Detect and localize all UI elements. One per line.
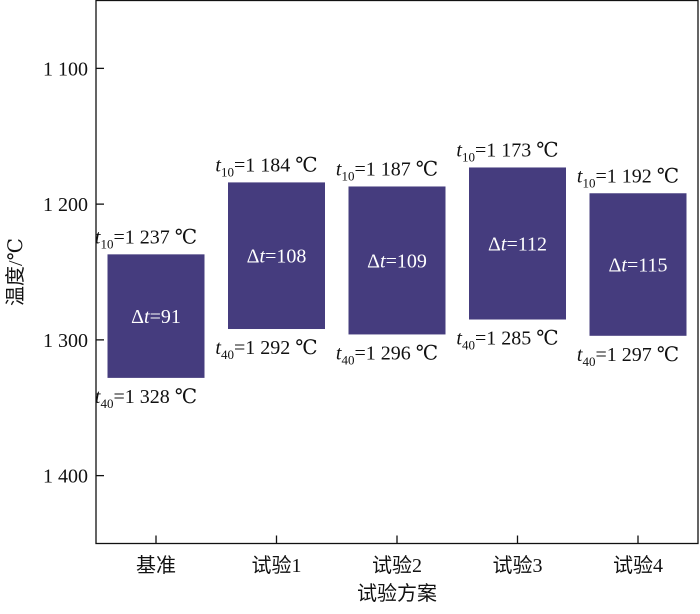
range-bar — [228, 182, 325, 330]
x-axis-label: 试验方案 — [357, 582, 437, 605]
t40-label: t40=1 296 ℃ — [336, 342, 438, 367]
delta-t-label: Δt=91 — [131, 306, 181, 328]
y-axis-label: 温度/℃ — [4, 238, 27, 306]
t10-label: t10=1 237 ℃ — [95, 226, 197, 251]
t40-label: t40=1 297 ℃ — [577, 344, 679, 369]
delta-t-label: Δt=109 — [367, 250, 427, 272]
y-tick-label: 1 200 — [43, 194, 88, 216]
y-tick-label: 1 300 — [43, 330, 88, 352]
x-tick-label: 试验1 — [252, 554, 302, 577]
range-bar — [589, 193, 687, 336]
delta-t-label: Δt=115 — [609, 255, 668, 277]
range-bar — [348, 186, 446, 335]
t40-label: t40=1 285 ℃ — [456, 328, 558, 353]
delta-t-label: Δt=108 — [247, 246, 307, 268]
delta-t-label: Δt=112 — [488, 233, 547, 255]
t10-label: t10=1 173 ℃ — [456, 139, 558, 164]
x-tick-label: 试验2 — [372, 554, 422, 577]
x-tick-label: 试验4 — [613, 554, 663, 577]
y-tick-label: 1 100 — [43, 58, 88, 80]
t10-label: t10=1 184 ℃ — [215, 154, 317, 179]
range-bar — [107, 254, 205, 378]
t40-label: t40=1 328 ℃ — [95, 386, 197, 411]
x-tick-label: 试验3 — [493, 554, 543, 577]
t40-label: t40=1 292 ℃ — [215, 337, 317, 362]
range-bar — [469, 167, 566, 320]
t10-label: t10=1 192 ℃ — [577, 165, 679, 190]
y-tick-label: 1 400 — [43, 466, 88, 488]
t10-label: t10=1 187 ℃ — [336, 158, 438, 183]
x-tick-label: 基准 — [136, 554, 176, 577]
